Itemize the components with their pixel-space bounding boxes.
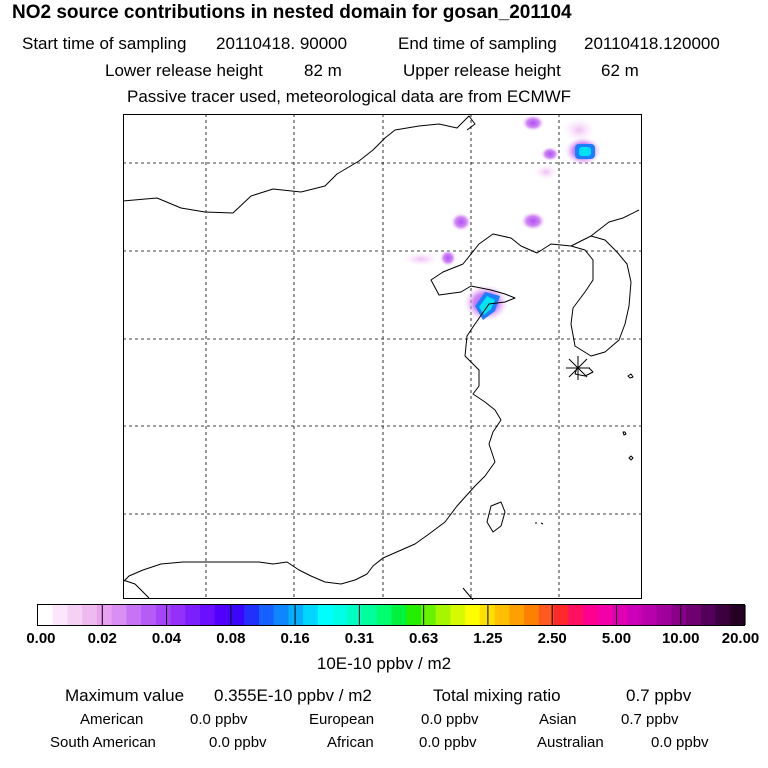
colorbar-cell: [656, 605, 672, 625]
total-mixing-label: Total mixing ratio: [433, 686, 561, 705]
colorbar-tick-label: 2.50: [537, 630, 567, 647]
start-time-label: Start time of sampling: [22, 34, 187, 53]
colorbar-cell: [509, 605, 525, 625]
colorbar-cell: [200, 605, 216, 625]
region-name: Australian: [537, 734, 604, 751]
lat-lon-grid: [123, 114, 642, 599]
colorbar-cell: [303, 605, 319, 625]
colorbar-cell: [185, 605, 201, 625]
colorbar-cell: [553, 605, 569, 625]
colorbar-cell: [111, 605, 127, 625]
colorbar-cell: [332, 605, 348, 625]
start-time-value: 20110418. 90000: [216, 34, 348, 53]
colorbar-tick-label: 10.00: [661, 630, 700, 647]
colorbar-cell: [524, 605, 540, 625]
colorbar-cell: [170, 605, 186, 625]
region-value: 0.0 ppbv: [419, 734, 477, 751]
colorbar-cell: [494, 605, 510, 625]
colorbar-tick-label: 0.16: [280, 630, 310, 647]
upper-height-value: 62 m: [601, 61, 639, 80]
colorbar-cell: [67, 605, 83, 625]
colorbar-cell: [686, 605, 702, 625]
colorbar-cell: [141, 605, 157, 625]
total-mixing-value: 0.7 ppbv: [626, 686, 692, 705]
colorbar-cell: [730, 605, 746, 625]
colorbar-tick-label: 0.63: [409, 630, 439, 647]
colorbar-cell: [700, 605, 717, 625]
colorbar-cell: [612, 605, 628, 625]
colorbar-tick-label: 0.02: [87, 630, 117, 647]
colorbar-cell: [273, 605, 289, 625]
region-name: American: [80, 711, 144, 728]
colorbar-cell: [214, 605, 231, 625]
colorbar-cell: [641, 605, 658, 625]
colorbar-cell: [155, 605, 172, 625]
colorbar-cell: [391, 605, 407, 625]
colorbar-tick-label: 0.08: [216, 630, 246, 647]
colorbar-cell: [671, 605, 687, 625]
colorbar-frame: [37, 604, 745, 626]
colorbar-tick-label: 1.25: [473, 630, 503, 647]
model-note: Passive tracer used, meteorological data…: [127, 87, 572, 106]
max-value: 0.355E-10 ppbv / m2: [214, 686, 372, 705]
region-name: European: [309, 711, 375, 728]
lower-height-value: 82 m: [304, 61, 342, 80]
colorbar-cell: [538, 605, 555, 625]
colorbar-cells: [38, 605, 746, 625]
max-value-label: Maximum value: [65, 686, 185, 705]
colorbar-cell: [568, 605, 584, 625]
lower-height-label: Lower release height: [105, 61, 263, 80]
region-name: Asian: [539, 711, 577, 728]
colorbar-cell: [258, 605, 275, 625]
colorbar-cell: [52, 605, 69, 625]
colorbar: [37, 604, 746, 626]
colorbar-cell: [435, 605, 452, 625]
map-title: NO2 source contributions in nested domai…: [12, 2, 572, 23]
colorbar-cell: [347, 605, 363, 625]
receptor-star-icon: [566, 356, 590, 380]
colorbar-cell: [229, 605, 245, 625]
colorbar-cell: [288, 605, 304, 625]
colorbar-dividers: [101, 604, 682, 626]
region-value: 0.0 ppbv: [651, 734, 709, 751]
colorbar-cell: [376, 605, 393, 625]
coastlines: [123, 115, 640, 600]
region-value: 0.0 ppbv: [421, 711, 479, 728]
colorbar-cell: [317, 605, 334, 625]
map-plot-area: [123, 114, 642, 600]
colorbar-cell: [244, 605, 260, 625]
contribution-map: [123, 114, 642, 600]
colorbar-cell: [96, 605, 113, 625]
colorbar-cell: [582, 605, 599, 625]
colorbar-tick-label: 5.00: [601, 630, 632, 647]
colorbar-cell: [465, 605, 481, 625]
colorbar-tick-label: 0.00: [26, 630, 56, 647]
end-time-label: End time of sampling: [398, 34, 557, 53]
end-time-value: 20110418.120000: [584, 34, 720, 53]
colorbar-cell: [627, 605, 643, 625]
colorbar-cell: [406, 605, 422, 625]
colorbar-cell: [38, 605, 54, 625]
colorbar-tick-label: 20.00: [721, 630, 760, 647]
colorbar-tick-label: 0.31: [344, 630, 374, 647]
colorbar-cell: [420, 605, 437, 625]
colorbar-cell: [597, 605, 614, 625]
colorbar-cell: [450, 605, 466, 625]
colorbar-tick-label: 0.04: [151, 630, 182, 647]
colorbar-units: 10E-10 ppbv / m2: [316, 654, 452, 673]
upper-height-label: Upper release height: [403, 61, 561, 80]
colorbar-cell: [82, 605, 98, 625]
colorbar-cell: [362, 605, 378, 625]
region-value: 0.7 ppbv: [621, 711, 679, 728]
region-value: 0.0 ppbv: [190, 711, 248, 728]
region-name: African: [327, 734, 374, 751]
region-name: South American: [50, 734, 156, 751]
region-value: 0.0 ppbv: [209, 734, 267, 751]
colorbar-cell: [126, 605, 142, 625]
colorbar-cell: [715, 605, 731, 625]
